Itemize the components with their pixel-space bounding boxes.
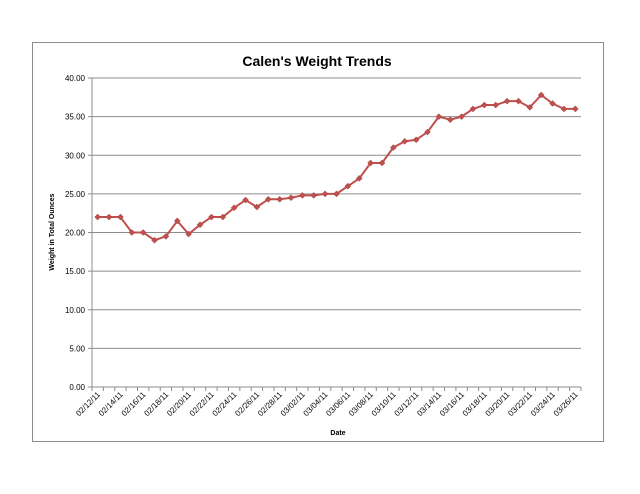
data-point-marker — [253, 203, 261, 211]
data-point-marker — [173, 217, 181, 225]
data-point-marker — [139, 229, 147, 236]
data-point-marker — [537, 91, 545, 99]
data-point-marker — [321, 190, 329, 198]
data-point-marker — [117, 213, 124, 221]
y-tick-label: 0.00 — [69, 383, 85, 392]
weight-line-chart: Calen's Weight Trends 0.00 5.00 10.00 15.00… — [49, 53, 582, 437]
data-point-marker — [162, 233, 170, 240]
data-point-marker — [219, 213, 227, 221]
data-point-marker — [435, 113, 443, 120]
y-tick-label: 40.00 — [65, 74, 86, 83]
y-tick-label: 10.00 — [65, 306, 86, 315]
data-point-marker — [571, 105, 579, 113]
y-axis-title: Weight in Total Ounces — [49, 193, 56, 270]
data-point-marker — [128, 229, 136, 236]
data-point-marker — [378, 159, 386, 167]
data-point-marker — [355, 175, 363, 182]
data-point-marker — [492, 101, 500, 109]
data-point-marker — [94, 213, 102, 221]
data-point-marker — [287, 194, 295, 202]
data-point-marker — [344, 182, 352, 190]
data-point-marker — [264, 195, 272, 203]
y-tick-label: 30.00 — [65, 151, 86, 160]
data-point-marker — [549, 100, 556, 107]
y-tick-label: 35.00 — [65, 113, 86, 122]
data-point-marker — [196, 221, 204, 229]
data-point-marker — [515, 97, 522, 105]
chart-title: Calen's Weight Trends — [242, 53, 392, 69]
x-axis-title: Date — [330, 430, 345, 437]
chart-area: Calen's Weight Trends 0.00 5.00 10.00 15.00… — [32, 42, 604, 442]
data-point-marker — [526, 104, 534, 111]
data-point-marker — [401, 137, 409, 145]
data-point-marker — [333, 190, 340, 198]
x-tick-label: 03/26/11 — [552, 390, 580, 418]
data-point-marker — [503, 97, 511, 105]
data-point-marker — [230, 204, 238, 212]
data-point-marker — [424, 128, 431, 136]
data-point-marker — [367, 159, 374, 167]
data-point-marker — [458, 113, 465, 120]
data-point-marker — [560, 105, 568, 113]
data-point-marker — [412, 136, 420, 144]
data-point-marker — [151, 236, 158, 244]
data-point-marker — [299, 192, 306, 199]
data-point-marker — [242, 196, 249, 204]
data-point-marker — [469, 105, 477, 113]
y-tick-label: 5.00 — [69, 344, 85, 353]
data-point-marker — [446, 116, 454, 124]
data-point-marker — [480, 101, 488, 109]
data-point-marker — [276, 195, 283, 203]
data-point-marker — [185, 230, 193, 238]
data-point-marker — [208, 213, 215, 221]
data-point-marker — [390, 144, 397, 151]
data-point-marker — [105, 213, 113, 221]
y-tick-label: 15.00 — [65, 267, 86, 276]
y-tick-label: 25.00 — [65, 190, 86, 199]
data-point-marker — [310, 192, 318, 199]
y-tick-label: 20.00 — [65, 229, 86, 238]
